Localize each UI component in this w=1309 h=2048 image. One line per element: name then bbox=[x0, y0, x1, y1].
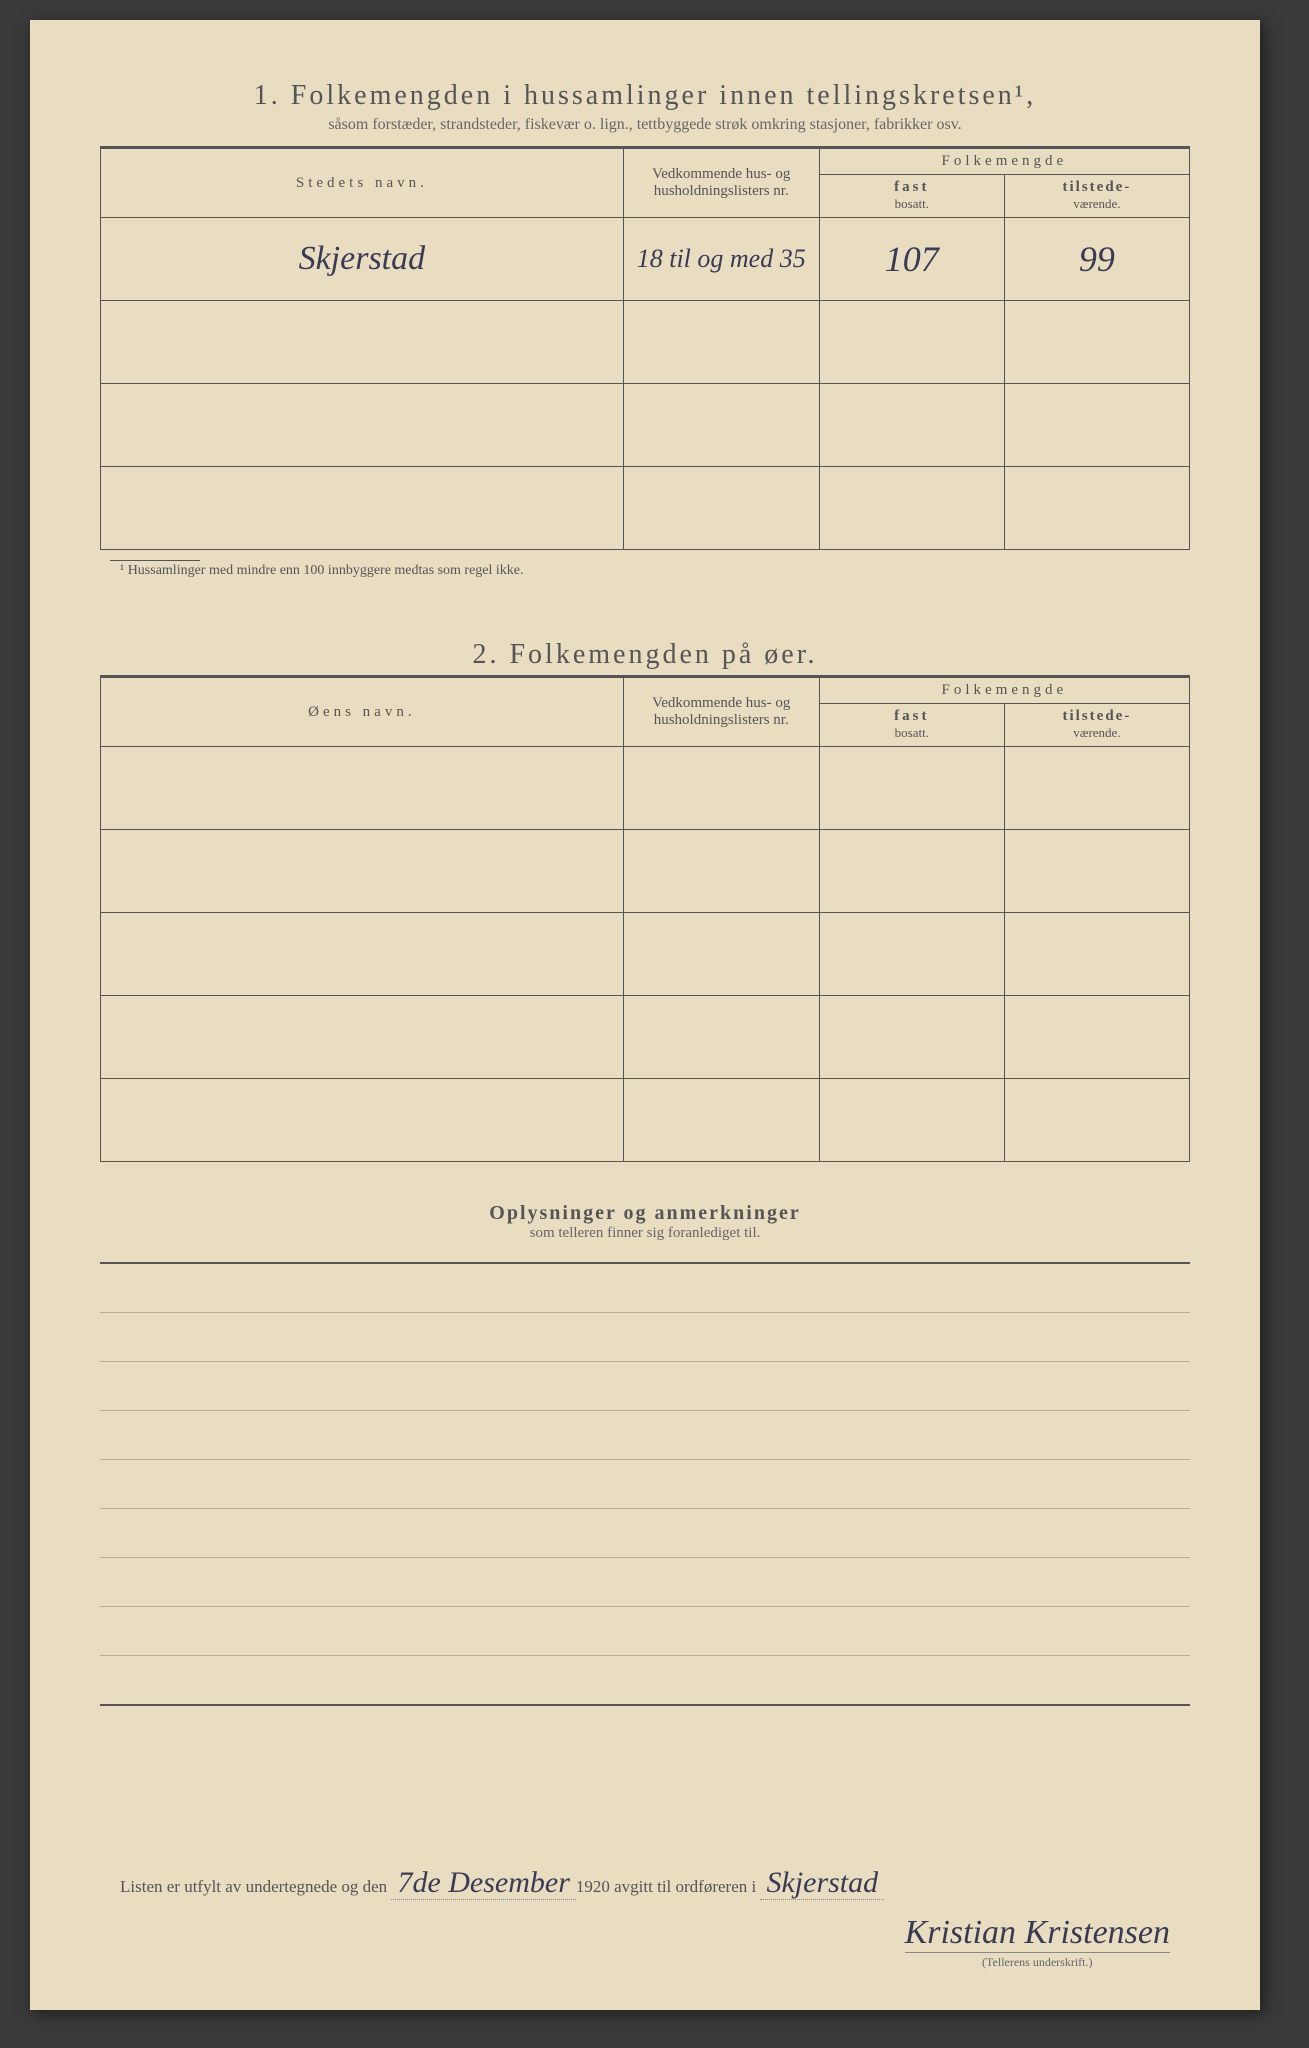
section1-body: Skjerstad 18 til og med 35 107 99 bbox=[101, 218, 1190, 550]
signature: Kristian Kristensen bbox=[905, 1914, 1170, 1952]
cell-fast bbox=[819, 301, 1004, 384]
cell-name bbox=[101, 1079, 624, 1162]
col-folkemengde: Folkemengde bbox=[819, 149, 1189, 175]
table-row bbox=[101, 996, 1190, 1079]
cell-list bbox=[623, 996, 819, 1079]
footer-date: 7de Desember bbox=[391, 1866, 575, 1900]
table-row: Skjerstad 18 til og med 35 107 99 bbox=[101, 218, 1190, 301]
notes-ruled-area bbox=[100, 1262, 1190, 1706]
footer-mid: avgitt til ordføreren i bbox=[614, 1877, 756, 1896]
cell-name bbox=[101, 996, 624, 1079]
section1-number: 1. bbox=[254, 80, 281, 111]
footer-place: Skjerstad bbox=[760, 1866, 884, 1900]
cell-fast bbox=[819, 913, 1004, 996]
table-row bbox=[101, 913, 1190, 996]
table-row bbox=[101, 384, 1190, 467]
table-row bbox=[101, 301, 1190, 384]
ruled-line bbox=[100, 1656, 1190, 1704]
cell-list: 18 til og med 35 bbox=[623, 218, 819, 301]
section1-title-text: Folkemengden i hussamlinger innen tellin… bbox=[291, 80, 1036, 111]
signature-label: (Tellerens underskrift.) bbox=[905, 1952, 1170, 1970]
section2: 2. Folkemengden på øer. Øens navn. Vedko… bbox=[100, 639, 1190, 1162]
cell-fast bbox=[819, 747, 1004, 830]
col-fast: fast bosatt. bbox=[819, 175, 1004, 218]
section1-table: Stedets navn. Vedkommende hus- og hushol… bbox=[100, 148, 1190, 550]
ruled-line bbox=[100, 1460, 1190, 1509]
section2-title: 2. Folkemengden på øer. bbox=[100, 639, 1190, 671]
cell-list bbox=[623, 830, 819, 913]
cell-list bbox=[623, 913, 819, 996]
col-tilstede: tilstede- værende. bbox=[1004, 704, 1189, 747]
notes-subtitle: som telleren finner sig foranlediget til… bbox=[100, 1225, 1190, 1242]
col-list-nr: Vedkommende hus- og husholdningslisters … bbox=[623, 149, 819, 218]
cell-name bbox=[101, 467, 624, 550]
cell-til bbox=[1004, 913, 1189, 996]
footer-year: 1920 bbox=[576, 1877, 610, 1896]
cell-name bbox=[101, 747, 624, 830]
cell-list bbox=[623, 747, 819, 830]
footnote-rule bbox=[110, 560, 200, 561]
cell-til bbox=[1004, 996, 1189, 1079]
cell-name bbox=[101, 913, 624, 996]
col-tilstede: tilstede- værende. bbox=[1004, 175, 1189, 218]
col-stedets-navn: Stedets navn. bbox=[101, 149, 624, 218]
cell-til bbox=[1004, 301, 1189, 384]
cell-name bbox=[101, 301, 624, 384]
cell-til bbox=[1004, 1079, 1189, 1162]
section2-number: 2. bbox=[472, 639, 499, 670]
section1-subtitle: såsom forstæder, strandsteder, fiskevær … bbox=[100, 116, 1190, 134]
ruled-line bbox=[100, 1558, 1190, 1607]
cell-list bbox=[623, 301, 819, 384]
cell-name bbox=[101, 830, 624, 913]
section2-body bbox=[101, 747, 1190, 1162]
cell-fast bbox=[819, 384, 1004, 467]
section1-footnote: ¹ Hussamlinger med mindre enn 100 innbyg… bbox=[120, 563, 1190, 579]
col-fast: fast bosatt. bbox=[819, 704, 1004, 747]
cell-list bbox=[623, 384, 819, 467]
cell-fast bbox=[819, 830, 1004, 913]
footer-line: Listen er utfylt av undertegnede og den … bbox=[120, 1866, 1190, 1900]
ruled-line bbox=[100, 1362, 1190, 1411]
col-folkemengde: Folkemengde bbox=[819, 678, 1189, 704]
cell-til bbox=[1004, 747, 1189, 830]
ruled-line bbox=[100, 1509, 1190, 1558]
ruled-line bbox=[100, 1264, 1190, 1313]
cell-til bbox=[1004, 467, 1189, 550]
cell-fast bbox=[819, 1079, 1004, 1162]
cell-list bbox=[623, 1079, 819, 1162]
cell-fast bbox=[819, 467, 1004, 550]
notes-title: Oplysninger og anmerkninger bbox=[100, 1202, 1190, 1225]
table-row bbox=[101, 747, 1190, 830]
signature-area: Kristian Kristensen (Tellerens underskri… bbox=[905, 1914, 1170, 1970]
cell-til bbox=[1004, 384, 1189, 467]
cell-til bbox=[1004, 830, 1189, 913]
cell-name: Skjerstad bbox=[101, 218, 624, 301]
table-row bbox=[101, 830, 1190, 913]
col-oens-navn: Øens navn. bbox=[101, 678, 624, 747]
ruled-line bbox=[100, 1607, 1190, 1656]
table-row bbox=[101, 1079, 1190, 1162]
cell-name bbox=[101, 384, 624, 467]
ruled-line bbox=[100, 1411, 1190, 1460]
cell-til: 99 bbox=[1004, 218, 1189, 301]
col-list-nr: Vedkommende hus- og husholdningslisters … bbox=[623, 678, 819, 747]
ruled-line bbox=[100, 1313, 1190, 1362]
footer-prefix: Listen er utfylt av undertegnede og den bbox=[120, 1877, 387, 1896]
cell-fast: 107 bbox=[819, 218, 1004, 301]
census-form-page: 1. Folkemengden i hussamlinger innen tel… bbox=[30, 20, 1260, 2010]
table-row bbox=[101, 467, 1190, 550]
section2-title-text: Folkemengden på øer. bbox=[509, 639, 817, 670]
cell-fast bbox=[819, 996, 1004, 1079]
section1-title: 1. Folkemengden i hussamlinger innen tel… bbox=[100, 80, 1190, 112]
section2-table: Øens navn. Vedkommende hus- og husholdni… bbox=[100, 677, 1190, 1162]
cell-list bbox=[623, 467, 819, 550]
